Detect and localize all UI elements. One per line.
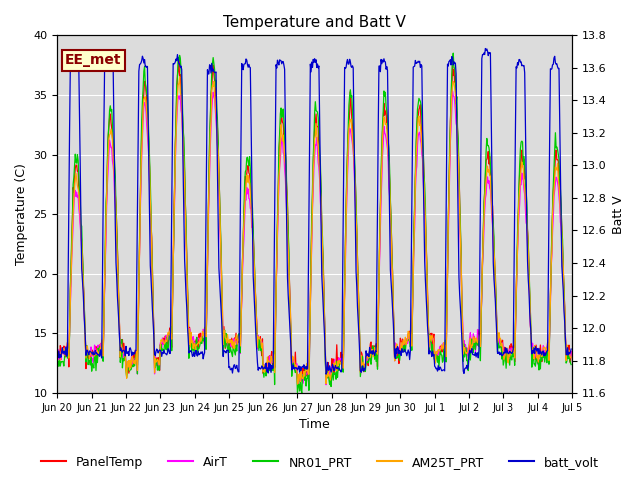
AirT: [168, 343, 175, 348]
PanelTemp: [393, 345, 401, 350]
Line: AirT: AirT: [58, 91, 571, 386]
batt_volt: [567, 346, 575, 352]
PanelTemp: [567, 349, 575, 355]
AM25T_PRT: [54, 354, 61, 360]
AirT: [392, 354, 400, 360]
batt_volt: [54, 353, 61, 359]
Text: EE_met: EE_met: [65, 53, 122, 67]
NR01_PRT: [298, 390, 306, 396]
NR01_PRT: [54, 360, 61, 366]
AM25T_PRT: [63, 348, 70, 353]
NR01_PRT: [63, 351, 70, 357]
batt_volt: [377, 57, 385, 62]
batt_volt: [195, 352, 203, 358]
AM25T_PRT: [176, 74, 184, 80]
AirT: [63, 349, 70, 355]
AirT: [116, 334, 124, 339]
AirT: [305, 383, 313, 389]
Line: PanelTemp: PanelTemp: [58, 60, 571, 386]
NR01_PRT: [567, 362, 575, 368]
Title: Temperature and Batt V: Temperature and Batt V: [223, 15, 406, 30]
PanelTemp: [294, 383, 302, 389]
Y-axis label: Batt V: Batt V: [612, 195, 625, 234]
batt_volt: [481, 46, 489, 51]
batt_volt: [116, 336, 124, 341]
Line: NR01_PRT: NR01_PRT: [58, 53, 571, 393]
PanelTemp: [378, 154, 386, 159]
AM25T_PRT: [378, 163, 386, 169]
AirT: [449, 88, 456, 94]
PanelTemp: [196, 336, 204, 341]
Line: AM25T_PRT: AM25T_PRT: [58, 77, 571, 384]
AirT: [54, 357, 61, 363]
batt_volt: [63, 353, 70, 359]
NR01_PRT: [168, 348, 175, 354]
AM25T_PRT: [294, 381, 301, 387]
AM25T_PRT: [196, 340, 204, 346]
AM25T_PRT: [567, 355, 575, 360]
Legend: PanelTemp, AirT, NR01_PRT, AM25T_PRT, batt_volt: PanelTemp, AirT, NR01_PRT, AM25T_PRT, ba…: [36, 451, 604, 474]
NR01_PRT: [116, 333, 124, 338]
NR01_PRT: [195, 346, 203, 352]
batt_volt: [168, 204, 175, 210]
AM25T_PRT: [168, 336, 175, 342]
Line: batt_volt: batt_volt: [58, 48, 571, 374]
AirT: [377, 197, 385, 203]
PanelTemp: [116, 324, 124, 329]
NR01_PRT: [449, 50, 457, 56]
X-axis label: Time: Time: [300, 419, 330, 432]
PanelTemp: [54, 355, 61, 361]
Y-axis label: Temperature (C): Temperature (C): [15, 163, 28, 265]
AirT: [195, 336, 203, 341]
AirT: [567, 348, 575, 354]
batt_volt: [392, 346, 400, 351]
NR01_PRT: [392, 354, 400, 360]
AM25T_PRT: [393, 341, 401, 347]
PanelTemp: [175, 58, 182, 63]
NR01_PRT: [377, 168, 385, 174]
AM25T_PRT: [116, 325, 124, 331]
batt_volt: [322, 372, 330, 377]
PanelTemp: [168, 345, 175, 350]
PanelTemp: [63, 346, 70, 351]
